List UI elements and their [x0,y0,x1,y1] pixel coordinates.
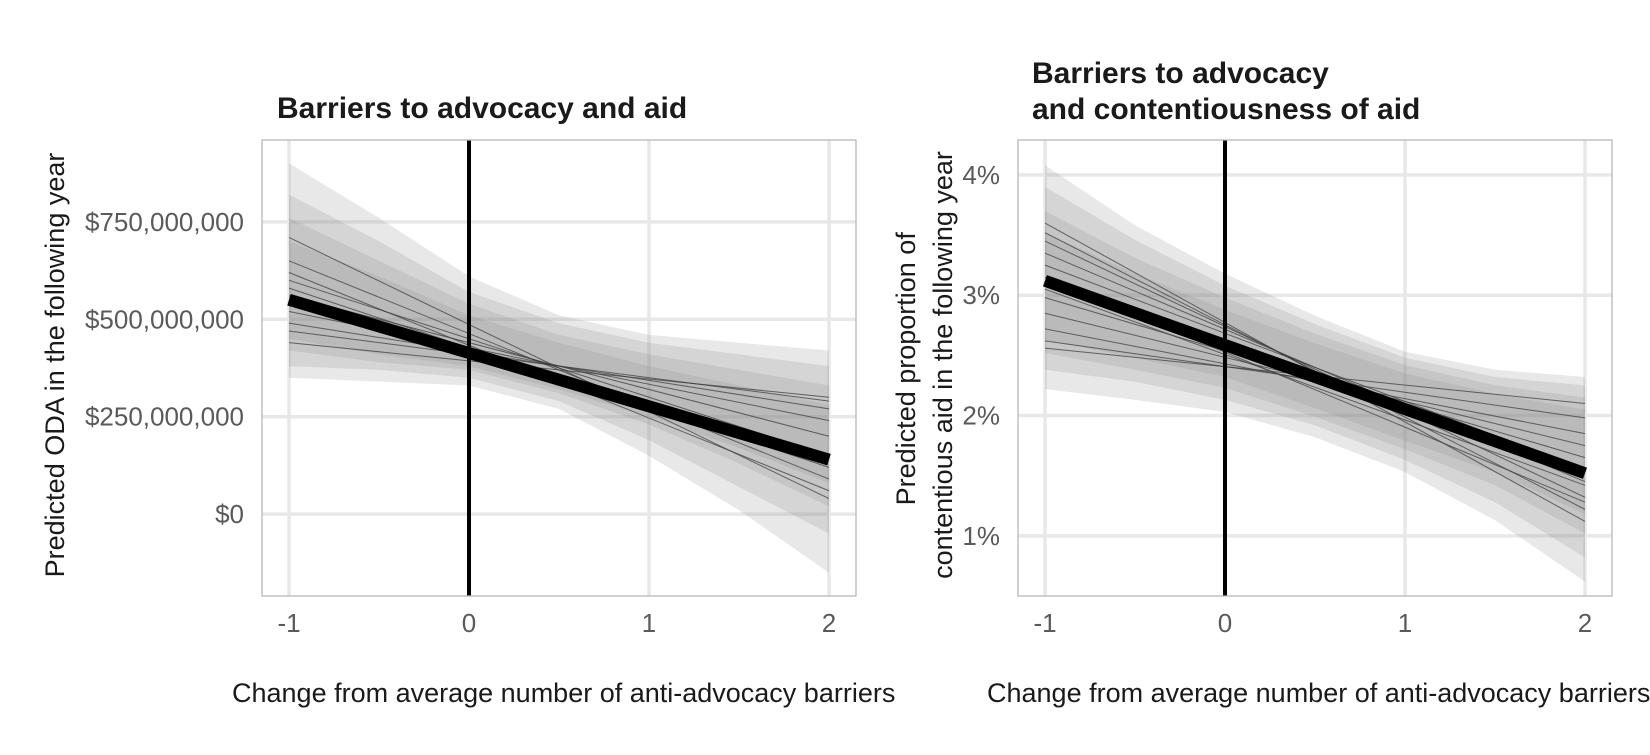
chart-contentious-y-label-line-1: Predicted proportion of [891,232,921,506]
x-tick-label: 1 [1398,608,1412,638]
chart-oda-x-label: Change from average number of anti-advoc… [232,678,895,708]
chart-oda: -1 0 1 2 $0 $250,000,000 $500,000,000 $750,000… [40,92,895,708]
chart-oda-y-label: Predicted ODA in the following year [40,153,70,578]
chart-oda-title: Barriers to advocacy and aid [277,92,687,125]
posterior-draw-line [288,279,830,457]
x-tick-label: 0 [462,608,476,638]
y-tick-label: $250,000,000 [85,402,244,432]
mean-prediction-line [287,294,831,466]
x-tick-label: -1 [277,608,300,638]
x-tick-label: -1 [1033,608,1056,638]
chart-oda-title-line: Barriers to advocacy and aid [277,92,687,125]
y-tick-label: 1% [962,521,1000,551]
chart-contentious-title: Barriers to advocacy and contentiousness… [1032,57,1420,126]
x-tick-label: 0 [1218,608,1232,638]
posterior-draw-line [1044,288,1586,486]
y-tick-label: 3% [962,280,1000,310]
y-tick-label: $0 [215,499,244,529]
y-tick-label: $500,000,000 [85,304,244,334]
posterior-draw-line [288,330,830,402]
posterior-draw-line [288,342,830,398]
chart-contentious-x-label: Change from average number of anti-advoc… [987,678,1650,708]
confidence-ribbon [289,194,829,534]
posterior-draw-line [1044,240,1586,498]
chart-oda-mean-line [287,294,831,466]
panel-background [1018,140,1612,596]
chart-oda-panel-border [261,139,857,597]
chart-oda-x-ticks: -1 0 1 2 [277,608,836,638]
x-tick-label: 1 [642,608,656,638]
chart-contentious-title-line-1: Barriers to advocacy [1032,57,1329,90]
chart-contentious: -1 0 1 2 1% 2% 3% 4% Barriers to advocacy and … [891,57,1650,708]
chart-contentious-title-line-2: and contentiousness of aid [1032,93,1420,126]
confidence-ribbon [289,217,829,507]
y-tick-label: 2% [962,401,1000,431]
chart-contentious-panel-border [1017,139,1613,597]
chart-contentious-grid [1018,140,1612,596]
chart-oda-y-ticks: $0 $250,000,000 $500,000,000 $750,000,000 [85,207,244,529]
chart-contentious-mean-line [1042,275,1588,479]
chart-contentious-y-ticks: 1% 2% 3% 4% [962,160,1000,551]
chart-oda-y-label-line: Predicted ODA in the following year [40,153,70,578]
chart-contentious-x-ticks: -1 0 1 2 [1033,608,1592,638]
y-tick-label: $750,000,000 [85,207,244,237]
mean-prediction-line [1042,275,1588,479]
y-tick-label: 4% [962,160,1000,190]
x-tick-label: 2 [1578,608,1592,638]
chart-contentious-y-label: Predicted proportion of contentious aid … [891,151,958,579]
x-tick-label: 2 [822,608,836,638]
chart-contentious-y-label-line-2: contentious aid in the following year [928,151,958,579]
